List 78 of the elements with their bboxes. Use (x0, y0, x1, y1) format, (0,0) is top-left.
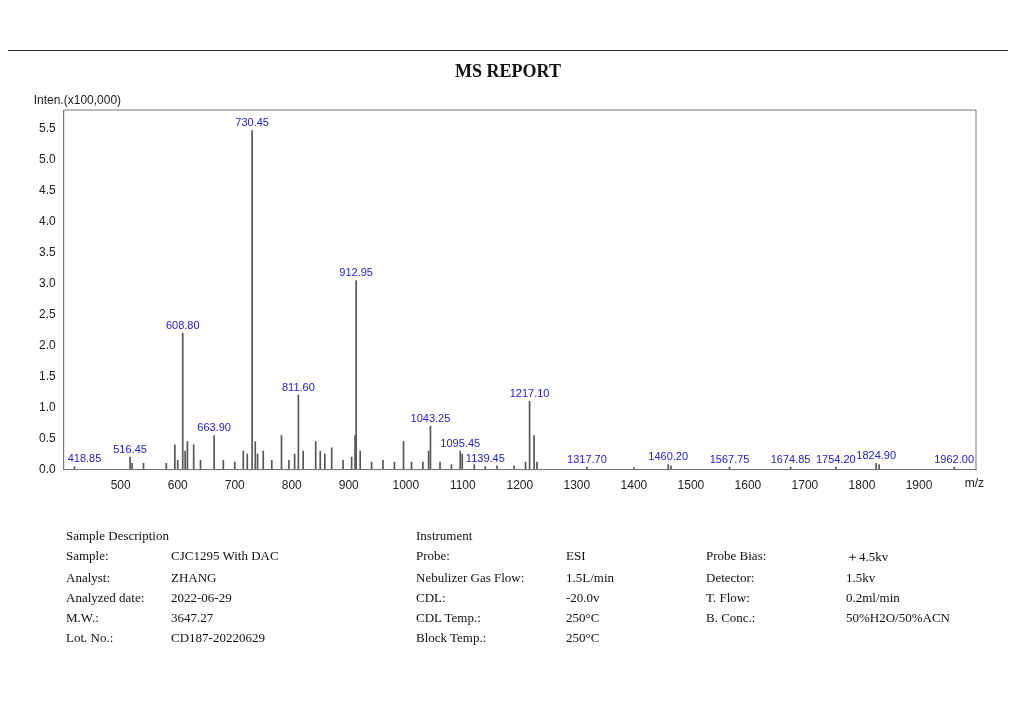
text: Sample: (66, 547, 110, 565)
text: ZHANG (171, 569, 218, 587)
y-tick-label: 3.5 (38, 244, 56, 259)
text: B. Conc.: (706, 609, 757, 627)
annotation: 912.95 (339, 266, 373, 279)
y-tick-label: 0.5 (38, 430, 56, 445)
text: 250°C (566, 629, 601, 647)
annotation: 1317.70 (567, 452, 607, 465)
x-tick-label: 1400 (620, 478, 648, 493)
y-tick-label: 4.0 (38, 213, 56, 228)
annotation: 1674.85 (770, 452, 811, 465)
x-axis-title: m/z (964, 475, 984, 490)
x-tick-label: 1500 (677, 478, 705, 493)
y-tick-label: 2.0 (38, 337, 56, 352)
text: 3647.27 (171, 609, 215, 627)
text: Block Temp.: (416, 629, 488, 647)
y-tick-label: 2.5 (38, 306, 56, 321)
annotation: 1754.20 (815, 452, 856, 465)
text: Analyst: (66, 569, 112, 587)
text: CD187-20220629 (171, 629, 266, 647)
text: 1.5L/min (566, 569, 616, 587)
y-tick-label: 5.0 (38, 151, 56, 166)
x-tick-label: 800 (281, 478, 303, 493)
text: 0.2ml/min (846, 589, 901, 607)
text: Sample Description (66, 527, 170, 545)
text: M.W.: (66, 609, 100, 627)
text: Probe: (416, 547, 451, 565)
text: Nebulizer Gas Flow: (416, 569, 526, 587)
annotation: 1567.75 (709, 452, 750, 465)
text: T. Flow: (706, 589, 751, 607)
chart-title: MS REPORT (8, 50, 1008, 82)
text: ＋4.5kv (846, 548, 890, 566)
y-tick-label: 0.0 (38, 461, 56, 476)
annotation: 1139.45 (465, 452, 505, 465)
annotation: 418.85 (67, 452, 102, 465)
annotation: 1217.10 (509, 386, 550, 399)
annotation: 1460.20 (648, 450, 689, 463)
annotation: 1962.00 (934, 452, 974, 465)
x-tick-label: 1900 (905, 478, 933, 493)
text: Lot. No.: (66, 629, 115, 647)
annotation: 1043.25 (410, 411, 451, 424)
annotation: 811.60 (281, 380, 315, 393)
text: 50%H2O/50%ACN (846, 609, 951, 627)
y-tick-label: 5.5 (38, 120, 56, 135)
y-tick-label: 1.0 (38, 399, 56, 414)
text: CDL Temp.: (416, 609, 482, 627)
x-tick-label: 1100 (449, 478, 477, 493)
text: 2022-06-29 (171, 589, 233, 607)
text: -20.0v (566, 589, 601, 607)
x-tick-label: 1200 (506, 478, 534, 493)
x-tick-label: 1000 (392, 478, 420, 493)
y-axis-title: Inten.(x100,000) (33, 93, 122, 108)
x-tick-label: 1800 (848, 478, 876, 493)
text: Probe Bias: (706, 547, 768, 565)
text: CJC1295 With DAC (171, 547, 280, 565)
text: Instrument (416, 527, 474, 545)
x-tick-label: 1300 (563, 478, 591, 493)
x-tick-label: 900 (338, 478, 360, 493)
text: Analyzed date: (66, 589, 146, 607)
x-tick-label: 600 (167, 478, 189, 493)
y-tick-label: 1.5 (38, 368, 56, 383)
annotation: 1824.90 (856, 448, 897, 461)
text: 1.5kv (846, 569, 877, 587)
x-tick-label: 500 (110, 478, 132, 493)
x-tick-label: 1600 (734, 478, 762, 493)
y-tick-label: 4.5 (38, 182, 56, 197)
x-tick-label: 1700 (791, 478, 819, 493)
annotation: 516.45 (113, 442, 147, 455)
annotation: 663.90 (197, 421, 231, 434)
text: 250°C (566, 609, 601, 627)
y-tick-label: 3.0 (38, 275, 56, 290)
text: Detector: (706, 569, 756, 587)
text: ESI (566, 547, 587, 565)
text: CDL: (416, 589, 447, 607)
x-tick-label: 700 (224, 478, 246, 493)
annotation: 1095.45 (440, 436, 481, 449)
annotation: 730.45 (235, 115, 269, 128)
annotation: 608.80 (165, 318, 200, 331)
